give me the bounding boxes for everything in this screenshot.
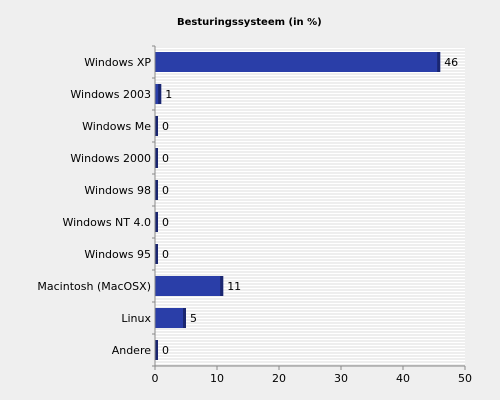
category-label: Macintosh (MacOSX) — [37, 280, 151, 293]
bar-edge — [155, 148, 158, 168]
bar-edge — [155, 244, 158, 264]
data-label: 1 — [165, 88, 172, 101]
data-label: 0 — [162, 248, 169, 261]
category-label: Windows 95 — [84, 248, 151, 261]
bar-edge — [183, 308, 186, 328]
data-label: 0 — [162, 216, 169, 229]
bar-edge — [155, 116, 158, 136]
bar-edge — [155, 180, 158, 200]
bar-edge — [155, 340, 158, 360]
category-label: Windows NT 4.0 — [62, 216, 151, 229]
x-tick-label: 20 — [272, 372, 286, 385]
x-tick-label: 40 — [396, 372, 410, 385]
bar — [155, 52, 441, 72]
bar — [155, 276, 224, 296]
category-label: Windows XP — [84, 56, 151, 69]
chart-title: Besturingssysteem (in %) — [177, 17, 322, 28]
x-tick-label: 30 — [334, 372, 348, 385]
bar-edge — [155, 212, 158, 232]
category-label: Windows 2003 — [70, 88, 151, 101]
category-label: Windows Me — [82, 120, 151, 133]
data-label: 0 — [162, 152, 169, 165]
x-tick-label: 10 — [210, 372, 224, 385]
category-label: Linux — [121, 312, 151, 325]
bar — [155, 308, 186, 328]
data-label: 46 — [444, 56, 458, 69]
category-label: Windows 2000 — [70, 152, 151, 165]
data-label: 0 — [162, 344, 169, 357]
bar — [155, 84, 162, 104]
bar-edge — [158, 84, 162, 104]
x-tick-label: 50 — [458, 372, 472, 385]
bar-edge — [220, 276, 224, 296]
bar-edge — [437, 52, 441, 72]
data-label: 11 — [227, 280, 241, 293]
data-label: 5 — [190, 312, 197, 325]
x-tick-label: 0 — [152, 372, 159, 385]
data-label: 0 — [162, 184, 169, 197]
data-label: 0 — [162, 120, 169, 133]
category-label: Windows 98 — [84, 184, 151, 197]
category-label: Andere — [112, 344, 152, 357]
